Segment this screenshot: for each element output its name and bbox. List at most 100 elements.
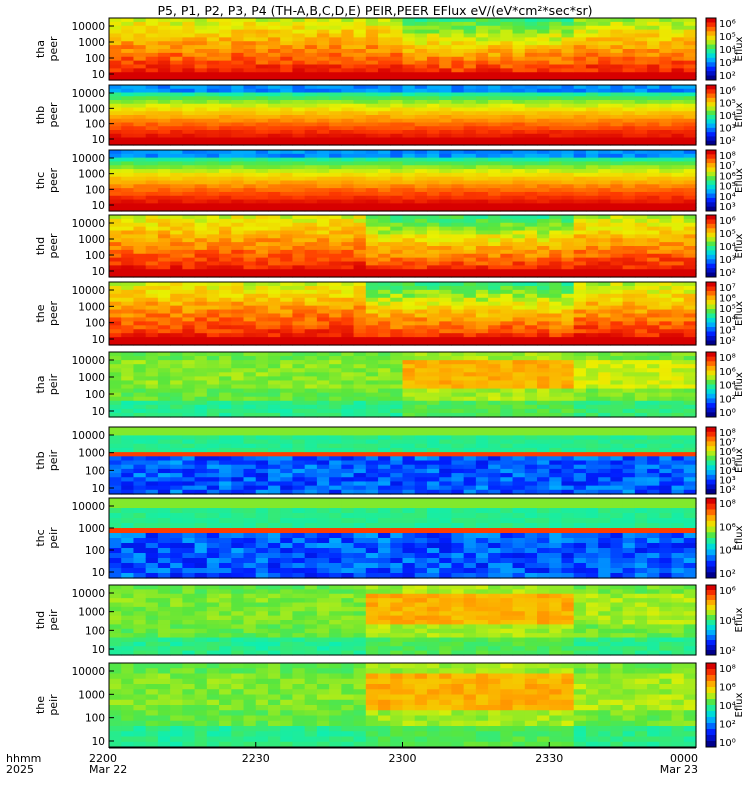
spectrogram-cell [109, 485, 122, 491]
spectrogram-cell [255, 72, 269, 77]
spectrogram-cell [622, 360, 636, 365]
spectrogram-cell [243, 52, 257, 58]
spectrogram-cell [121, 464, 135, 470]
spectrogram-cell [402, 203, 416, 208]
spectrogram-cell [561, 249, 575, 255]
spectrogram-cell [206, 431, 220, 436]
spectrogram-cell [524, 165, 538, 170]
spectrogram-cell [255, 246, 269, 251]
spectrogram-cell [194, 439, 208, 445]
spectrogram-cell [426, 107, 440, 112]
spectrogram-cell [157, 439, 171, 445]
spectrogram-cell [267, 249, 281, 255]
spectrogram-cell [243, 360, 257, 365]
spectrogram-cell [451, 157, 465, 163]
spectrogram-cell [219, 249, 232, 255]
spectrogram-cell [133, 249, 147, 255]
spectrogram-cell [170, 153, 183, 159]
spectrogram-cell [243, 180, 257, 185]
spectrogram-cell [219, 460, 232, 466]
spectrogram-cell [109, 489, 122, 495]
spectrogram-cell [133, 460, 147, 466]
spectrogram-cell [451, 18, 465, 23]
spectrogram-cell [255, 261, 269, 266]
spectrogram-cell [353, 222, 367, 228]
spectrogram-cell [683, 257, 697, 263]
spectrogram-cell [231, 107, 245, 112]
spectrogram-cell [133, 447, 147, 453]
spectrogram-cell [231, 165, 245, 170]
spectrogram-cell [622, 49, 636, 54]
spectrogram-cell [133, 456, 147, 462]
spectrogram-cell [341, 285, 355, 291]
spectrogram-cell [182, 76, 196, 81]
spectrogram-cell [378, 180, 391, 185]
spectrogram-cell [647, 203, 660, 208]
spectrogram-cell [598, 165, 611, 170]
spectrogram-cell [231, 439, 245, 445]
spectrogram-cell [304, 100, 318, 105]
spectrogram-cell [329, 122, 342, 127]
spectrogram-cell [157, 305, 171, 311]
spectrogram-cell [463, 222, 477, 228]
colorbar-segment [706, 272, 716, 278]
spectrogram-cell [598, 408, 611, 414]
spectrogram-cell [206, 380, 220, 386]
spectrogram-cell [170, 161, 183, 166]
spectrogram-cell [439, 115, 453, 120]
spectrogram-cell [573, 207, 587, 212]
spectrogram-cell [390, 176, 404, 182]
spectrogram-cell [292, 111, 306, 116]
spectrogram-cell [463, 313, 477, 319]
spectrogram-cell [598, 388, 611, 394]
colorbar-segment [706, 115, 716, 120]
spectrogram-cell [365, 49, 379, 54]
spectrogram-cell [378, 76, 391, 81]
spectrogram-cell [353, 184, 367, 189]
spectrogram-cell [243, 380, 257, 386]
spectrogram-cell [622, 372, 636, 377]
spectrogram-cell [170, 234, 183, 239]
spectrogram-cell [402, 408, 416, 414]
spectrogram-cell [390, 246, 404, 251]
spectrogram-cell [219, 356, 232, 361]
spectrogram-cell [647, 191, 660, 197]
spectrogram-cell [585, 329, 599, 334]
spectrogram-cell [549, 400, 563, 406]
spectrogram-cell [402, 341, 416, 346]
spectrogram-cell [549, 392, 563, 398]
spectrogram-cell [585, 180, 599, 185]
spectrogram-cell [316, 115, 330, 120]
spectrogram-cell [243, 404, 257, 410]
spectrogram-cell [647, 238, 660, 243]
spectrogram-cell [439, 85, 453, 90]
spectrogram-cell [537, 153, 550, 159]
spectrogram-cell [194, 447, 208, 453]
spectrogram-cell [206, 150, 220, 155]
spectrogram-cell [267, 180, 281, 185]
spectrogram-cell [378, 207, 391, 212]
spectrogram-cell [231, 118, 245, 124]
spectrogram-cell [365, 85, 379, 90]
colorbar-segment [706, 263, 716, 269]
spectrogram-cell [304, 207, 318, 212]
spectrogram-cell [524, 289, 538, 295]
spectrogram-cell [292, 261, 306, 266]
spectrogram-cell [634, 29, 648, 35]
spectrogram-cell [426, 41, 440, 46]
spectrogram-cell [267, 33, 281, 38]
spectrogram-cell [280, 199, 294, 204]
spectrogram-cell [549, 141, 563, 146]
spectrogram-cell [145, 126, 159, 131]
spectrogram-cell [463, 137, 477, 142]
spectrogram-cell [182, 325, 196, 330]
species-label: peer [47, 233, 60, 259]
spectrogram-cell [671, 376, 685, 382]
spectrogram-cell [622, 76, 636, 81]
spectrogram-cell [634, 64, 648, 69]
spectrogram-cell [439, 234, 453, 239]
spectrogram-cell [170, 464, 183, 470]
spectrogram-cell [671, 325, 685, 330]
spectrogram-cell [402, 242, 416, 247]
spectrogram-cell [292, 64, 306, 69]
